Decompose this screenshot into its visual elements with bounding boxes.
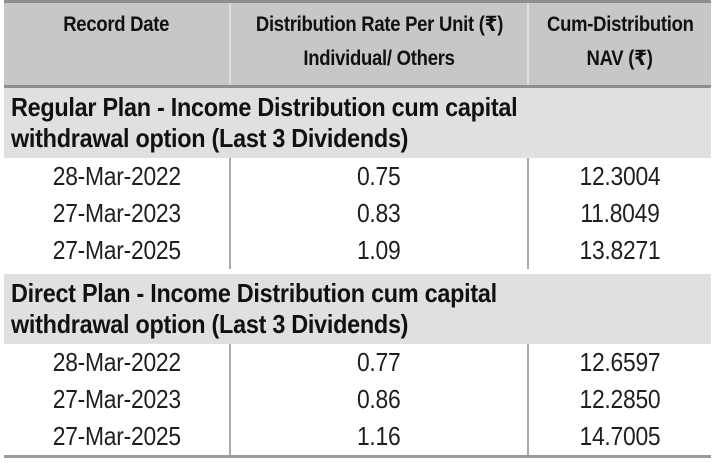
section-title-direct-line2: withdrawal option (Last 3 Dividends)	[11, 309, 409, 339]
record-date-value: 28-Mar-2022	[52, 161, 181, 191]
header-record-date: Record Date	[4, 3, 229, 85]
rate-value: 0.77	[357, 347, 401, 377]
rate-value: 0.86	[357, 384, 401, 414]
header-nav-line2: NAV (₹)	[586, 47, 654, 70]
table-row: 27-Mar-2025 1.16 14.7005	[4, 418, 711, 455]
rate-value: 1.16	[357, 421, 401, 451]
rate-cell: 0.75	[229, 158, 527, 195]
header-rate-line1: Distribution Rate Per Unit (₹)	[255, 13, 503, 36]
table-row: 27-Mar-2023 0.86 12.2850	[4, 381, 711, 418]
record-date-value: 27-Mar-2023	[52, 384, 181, 414]
record-date-value: 27-Mar-2025	[52, 235, 181, 265]
rate-value: 0.75	[357, 161, 401, 191]
header-rate-line2: Individual/ Others	[303, 47, 455, 70]
dividend-history-table: Record Date Distribution Rate Per Unit (…	[4, 0, 711, 458]
header-distribution-rate: Distribution Rate Per Unit (₹) Individua…	[229, 3, 527, 85]
nav-value: 13.8271	[579, 235, 661, 265]
rate-cell: 0.77	[229, 344, 527, 381]
nav-value: 12.6597	[579, 347, 661, 377]
nav-cell: 12.2850	[527, 381, 711, 418]
header-cum-distribution-nav: Cum-Distribution NAV (₹)	[527, 3, 711, 85]
rate-value: 0.83	[357, 198, 401, 228]
direct-plan-rows: 28-Mar-2022 0.77 12.6597 27-Mar-2023 0.8…	[4, 344, 711, 455]
header-record-date-label: Record Date	[63, 13, 170, 36]
record-date-value: 28-Mar-2022	[52, 347, 181, 377]
rate-cell: 1.09	[229, 232, 527, 269]
nav-value: 12.3004	[579, 161, 661, 191]
nav-cell: 14.7005	[527, 418, 711, 455]
table-row: 28-Mar-2022 0.77 12.6597	[4, 344, 711, 381]
regular-plan-rows: 28-Mar-2022 0.75 12.3004 27-Mar-2023 0.8…	[4, 158, 711, 269]
section-title-regular-line1: Regular Plan - Income Distribution cum c…	[11, 92, 518, 122]
rate-cell: 1.16	[229, 418, 527, 455]
record-date-cell: 27-Mar-2025	[4, 232, 229, 269]
record-date-cell: 27-Mar-2025	[4, 418, 229, 455]
table-header-row: Record Date Distribution Rate Per Unit (…	[4, 3, 711, 88]
nav-cell: 12.3004	[527, 158, 711, 195]
nav-cell: 11.8049	[527, 195, 711, 232]
record-date-cell: 27-Mar-2023	[4, 381, 229, 418]
nav-cell: 12.6597	[527, 344, 711, 381]
nav-value: 11.8049	[580, 198, 660, 228]
nav-value: 14.7005	[579, 421, 661, 451]
table-row: 27-Mar-2023 0.83 11.8049	[4, 195, 711, 232]
header-nav-line1: Cum-Distribution	[546, 13, 694, 36]
rate-cell: 0.86	[229, 381, 527, 418]
record-date-cell: 27-Mar-2023	[4, 195, 229, 232]
record-date-value: 27-Mar-2023	[52, 198, 181, 228]
record-date-value: 27-Mar-2025	[52, 421, 181, 451]
table-row: 27-Mar-2025 1.09 13.8271	[4, 232, 711, 269]
section-title-regular-plan: Regular Plan - Income Distribution cum c…	[4, 88, 711, 158]
nav-value: 12.2850	[579, 384, 661, 414]
record-date-cell: 28-Mar-2022	[4, 344, 229, 381]
record-date-cell: 28-Mar-2022	[4, 158, 229, 195]
section-title-direct-line1: Direct Plan - Income Distribution cum ca…	[11, 278, 497, 308]
section-title-regular-line2: withdrawal option (Last 3 Dividends)	[11, 123, 409, 153]
section-title-direct-plan: Direct Plan - Income Distribution cum ca…	[4, 274, 711, 344]
rate-cell: 0.83	[229, 195, 527, 232]
rate-value: 1.09	[357, 235, 401, 265]
nav-cell: 13.8271	[527, 232, 711, 269]
table-row: 28-Mar-2022 0.75 12.3004	[4, 158, 711, 195]
